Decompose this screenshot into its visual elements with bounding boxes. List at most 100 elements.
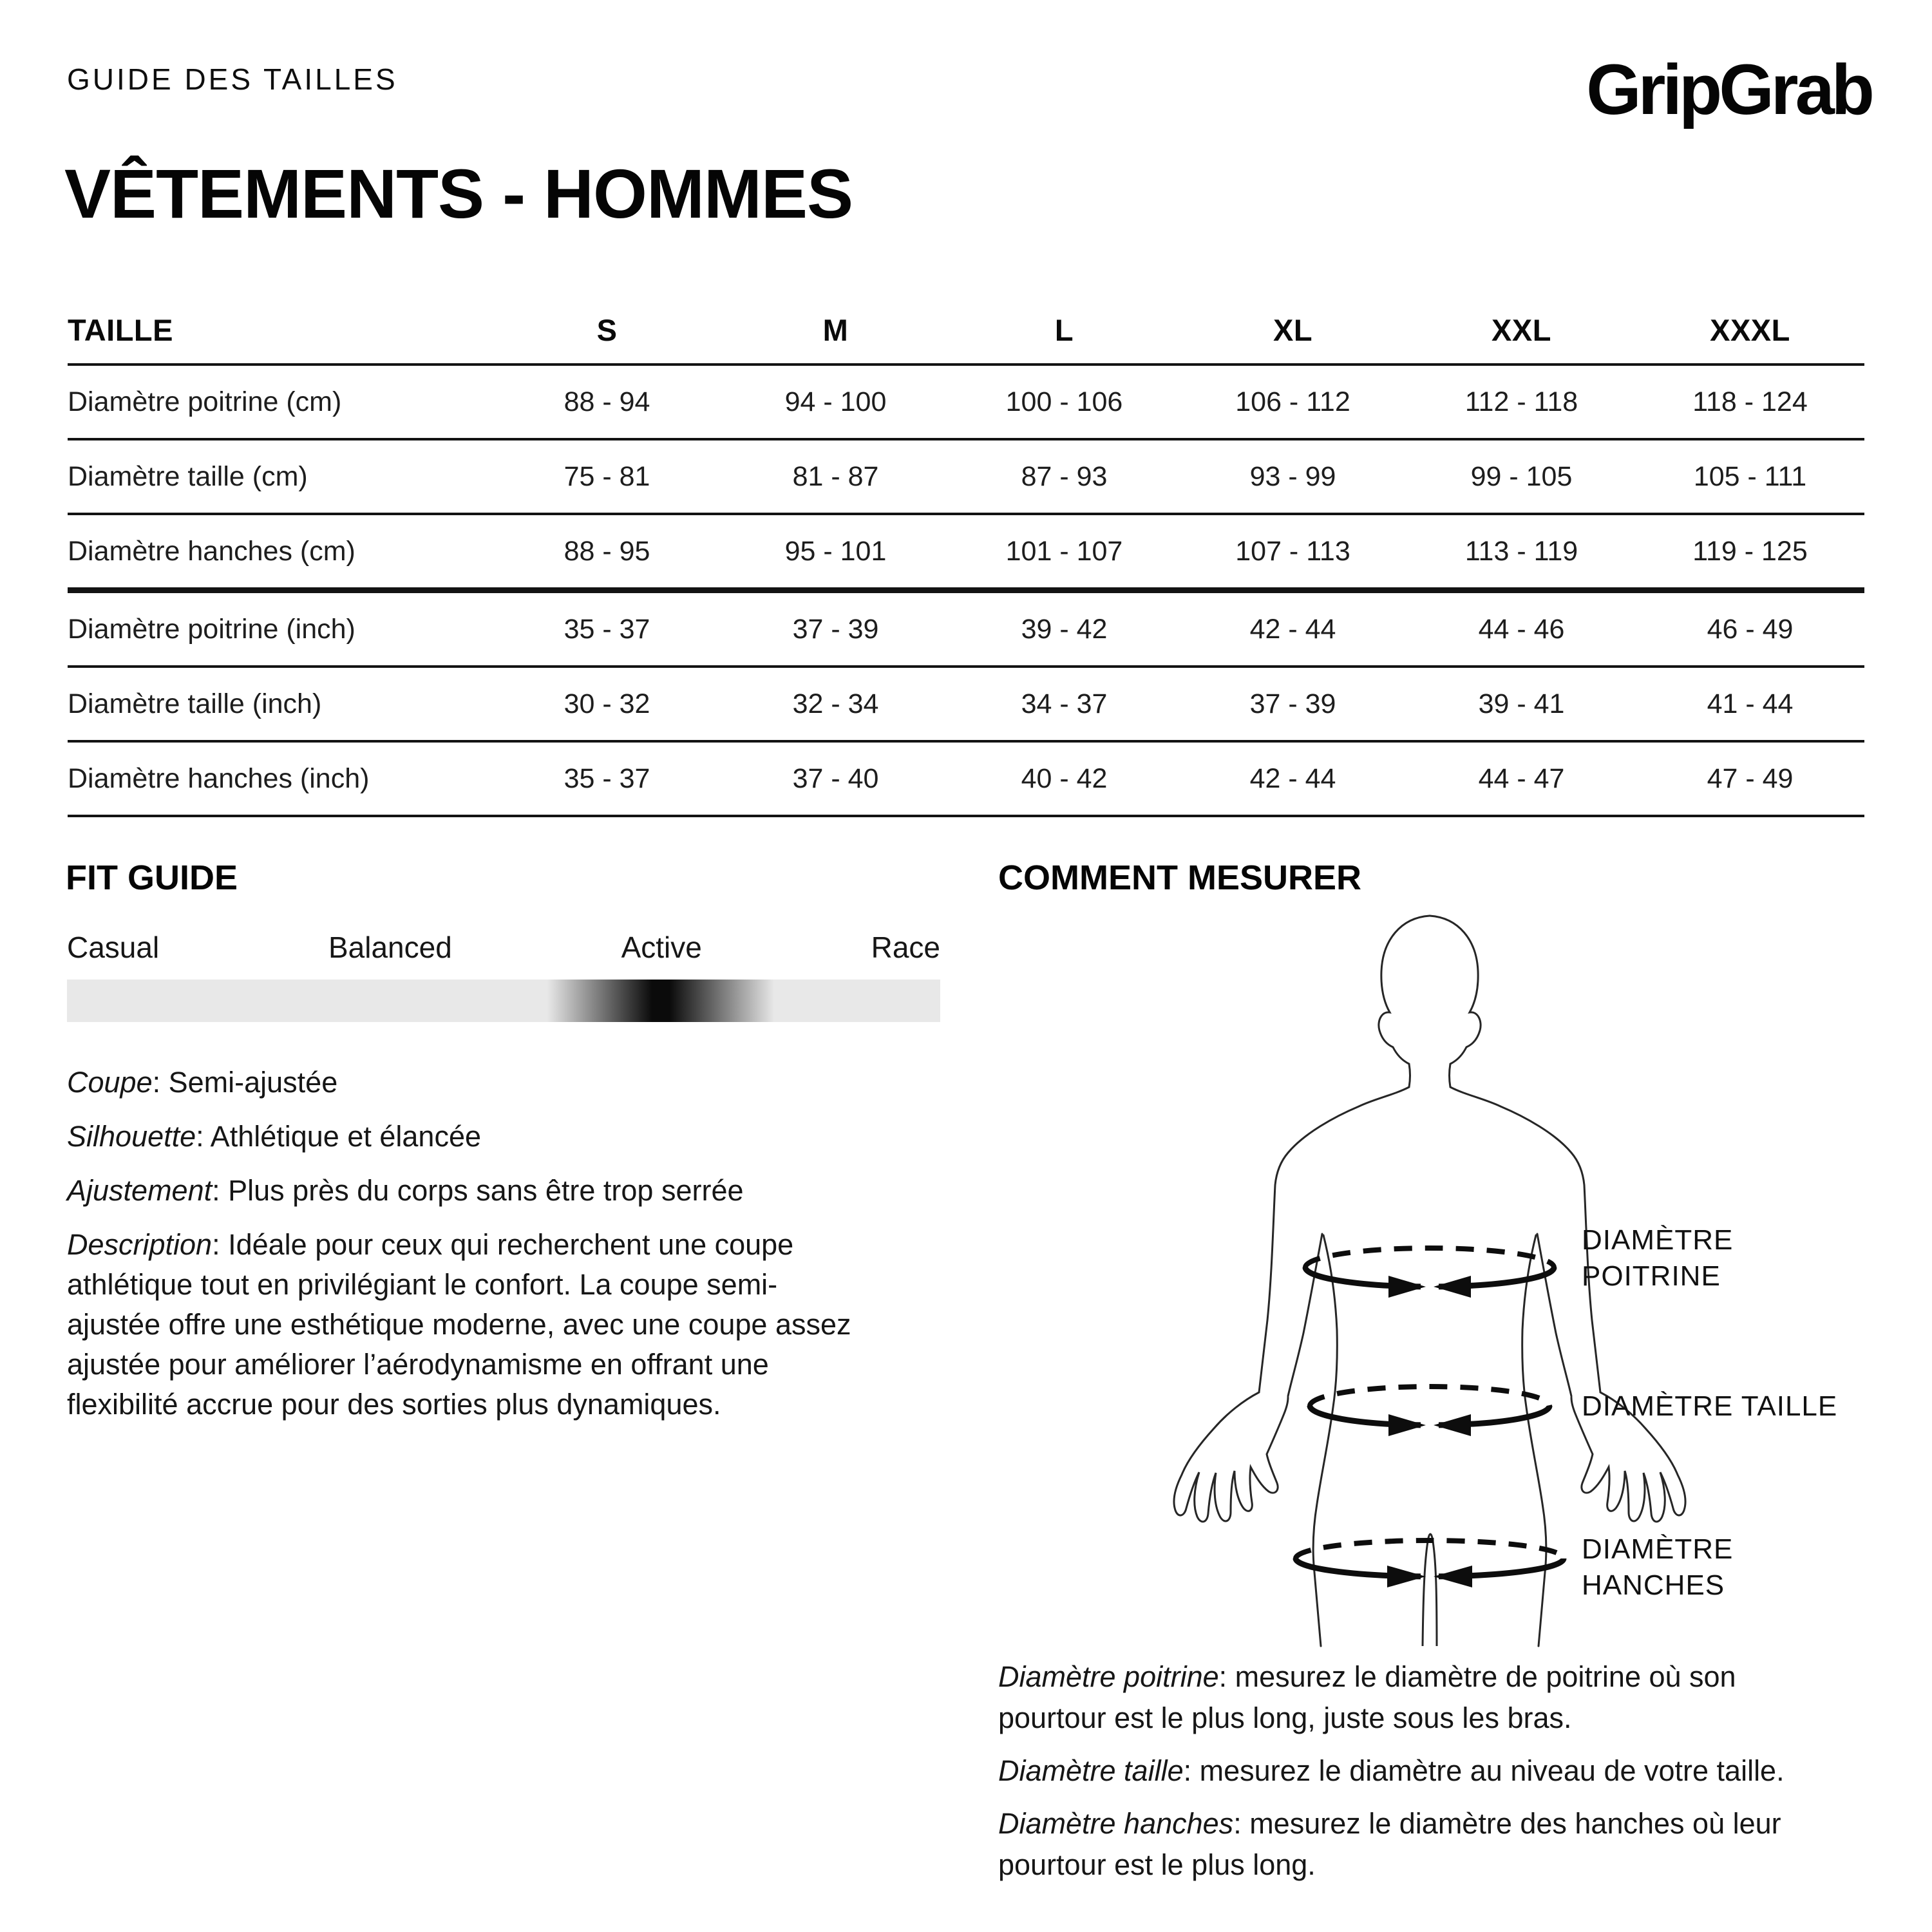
fit-detail-text: : Idéale pour ceux qui recherchent une c… — [67, 1228, 851, 1421]
size-value: 107 - 113 — [1235, 535, 1350, 567]
fit-detail-label: Coupe — [67, 1066, 153, 1099]
fit-detail-label: Ajustement — [67, 1174, 213, 1207]
size-value: 39 - 41 — [1478, 688, 1565, 719]
size-value: 37 - 39 — [792, 613, 879, 645]
torso-side-line — [1521, 1234, 1548, 1647]
chest-solid-arc — [1302, 1267, 1557, 1290]
size-value: 37 - 40 — [792, 762, 879, 794]
column-header: S — [596, 312, 618, 347]
row-label: Diamètre hanches (cm) — [68, 535, 355, 567]
column-header: TAILLE — [68, 312, 173, 347]
hips-arrow-left — [1387, 1566, 1426, 1587]
chest-measure-ellipse — [1302, 1245, 1557, 1298]
size-value: 105 - 111 — [1693, 460, 1807, 492]
fit-scale-label: Active — [621, 931, 702, 964]
column-header: L — [1054, 312, 1074, 347]
table-row: Diamètre poitrine (cm) 88 - 94 94 - 100 100… — [68, 366, 1864, 440]
measure-note-label: Diamètre poitrine — [998, 1660, 1219, 1693]
page-eyebrow: GUIDE DES TAILLES — [67, 62, 398, 96]
fit-scale-label: Race — [871, 931, 940, 964]
column-header: XXL — [1492, 312, 1551, 347]
measure-notes: Diamètre poitrine : mesurez le diamètre d… — [998, 1656, 1908, 1897]
inner-arm-line — [1536, 1233, 1573, 1397]
size-value: 113 - 119 — [1464, 535, 1578, 567]
row-label: Diamètre taille (cm) — [68, 460, 308, 492]
size-value: 119 - 125 — [1692, 535, 1808, 567]
size-value: 99 - 105 — [1470, 460, 1573, 492]
measure-note-label: Diamètre taille — [998, 1754, 1184, 1787]
size-value: 40 - 42 — [1021, 762, 1108, 794]
table-row: Diamètre taille (cm) 75 - 81 81 - 87 87 - 9… — [68, 440, 1864, 515]
page-title: VÊTEMENTS - HOMMES — [64, 155, 853, 232]
hips-label: DIAMÈTRE HANCHES — [1582, 1533, 1734, 1601]
size-value: 101 - 107 — [1005, 535, 1123, 567]
measure-note: Diamètre hanches: mesurez le diamètre de… — [998, 1803, 1908, 1886]
body-figure — [1173, 914, 1687, 1647]
size-value: 32 - 34 — [792, 688, 879, 719]
fit-scale-label: Balanced — [328, 931, 452, 964]
table-row: Diamètre hanches (cm) 88 - 95 95 - 101 101 … — [68, 515, 1864, 593]
size-value: 112 - 118 — [1464, 386, 1578, 417]
size-value: 34 - 37 — [1021, 688, 1108, 719]
fit-detail-label: Silhouette — [67, 1120, 196, 1153]
measure-note-text: : mesurez le diamètre au niveau de votre… — [1183, 1754, 1785, 1787]
size-value: 41 - 44 — [1707, 688, 1794, 719]
fit-details: Coupe: Semi-ajustée Silhouette: Athlétiqu… — [67, 1063, 954, 1439]
size-value: 35 - 37 — [564, 762, 650, 794]
size-value: 44 - 46 — [1478, 613, 1565, 645]
fit-scale-bar — [67, 980, 940, 1022]
size-value: 118 - 124 — [1692, 386, 1808, 417]
row-label: Diamètre taille (inch) — [68, 688, 322, 719]
table-header-row: TAILLE S M L XL XXL XXXL — [68, 296, 1864, 366]
measure-note-text: : mesurez le diamètre des hanches où leu… — [998, 1807, 1781, 1881]
size-value: 95 - 101 — [784, 535, 887, 567]
waist-measure-ellipse — [1307, 1384, 1553, 1436]
size-value: 42 - 44 — [1249, 613, 1336, 645]
fit-detail-text: : Athlétique et élancée — [196, 1120, 481, 1153]
brand-logo: GripGrab — [1586, 50, 1875, 129]
hips-arrow-right — [1434, 1566, 1472, 1587]
measure-note-label: Diamètre hanches — [998, 1807, 1234, 1840]
size-value: 42 - 44 — [1249, 762, 1336, 794]
hips-measure-ellipse — [1293, 1538, 1567, 1587]
hips-solid-arc — [1293, 1558, 1567, 1580]
size-value: 88 - 94 — [564, 386, 650, 417]
size-value: 94 - 100 — [784, 386, 887, 417]
waist-arrow-right — [1434, 1414, 1471, 1436]
fit-detail: Description: Idéale pour ceux qui recher… — [67, 1225, 954, 1425]
crotch-line — [1421, 1533, 1438, 1647]
size-value: 35 - 37 — [564, 613, 650, 645]
size-value: 100 - 106 — [1005, 386, 1123, 417]
table-row: Diamètre poitrine (inch) 35 - 37 37 - 39 39… — [68, 593, 1864, 668]
measure-note: Diamètre taille: mesurez le diamètre au … — [998, 1750, 1908, 1792]
fit-detail-text: : Semi-ajustée — [152, 1066, 338, 1099]
waist-solid-arc — [1307, 1405, 1553, 1428]
fit-detail: Silhouette: Athlétique et élancée — [67, 1117, 954, 1157]
fit-detail-label: Description — [67, 1228, 213, 1261]
chest-dashed-arc — [1303, 1245, 1557, 1268]
size-value: 106 - 112 — [1235, 386, 1350, 417]
size-value: 47 - 49 — [1707, 762, 1794, 794]
column-header: XXXL — [1710, 312, 1790, 347]
size-value: 44 - 47 — [1478, 762, 1565, 794]
body-outline-half — [1428, 914, 1687, 1647]
chest-label: DIAMÈTRE POITRINE — [1582, 1224, 1734, 1292]
size-value: 39 - 42 — [1021, 613, 1108, 645]
waist-arrow-left — [1388, 1414, 1426, 1436]
chest-arrow-right — [1434, 1276, 1471, 1298]
column-header: XL — [1273, 312, 1313, 347]
row-label: Diamètre hanches (inch) — [68, 762, 370, 794]
size-value: 46 - 49 — [1707, 613, 1794, 645]
fit-detail-text: : Plus près du corps sans être trop serr… — [212, 1174, 744, 1207]
fit-scale-labels: Casual Balanced Active Race — [67, 930, 940, 965]
fit-scale-label: Casual — [67, 931, 160, 964]
measure-title: COMMENT MESURER — [998, 858, 1361, 897]
size-table: TAILLE S M L XL XXL XXXL Diamètre poitrine (cm)… — [68, 296, 1864, 817]
fit-detail: Coupe: Semi-ajustée — [67, 1063, 954, 1103]
column-header: M — [822, 312, 849, 347]
waist-dashed-arc — [1307, 1384, 1552, 1406]
fit-detail: Ajustement: Plus près du corps sans être… — [67, 1171, 954, 1211]
row-label: Diamètre poitrine (inch) — [68, 613, 355, 645]
measure-note: Diamètre poitrine: mesurez le diamètre d… — [998, 1656, 1908, 1739]
